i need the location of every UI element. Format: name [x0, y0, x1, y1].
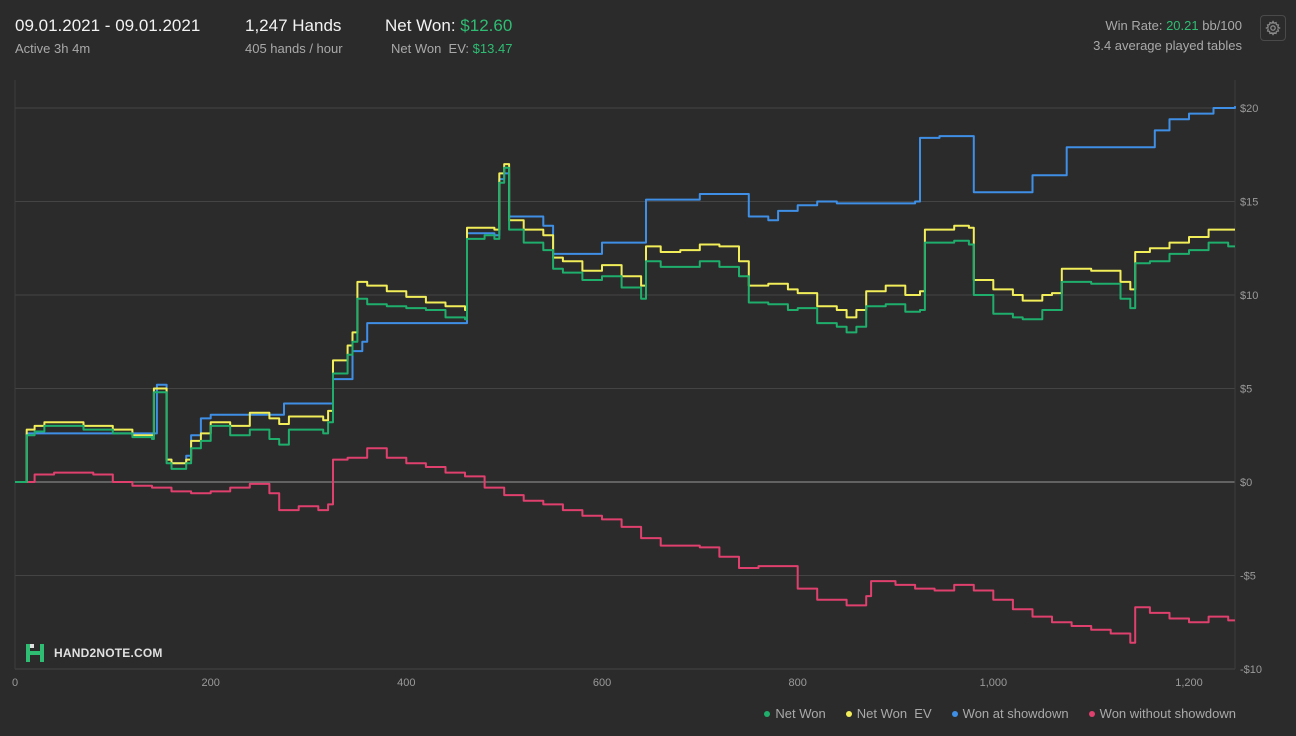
y-tick-label: $10 — [1240, 290, 1258, 302]
legend-dot-net-won — [764, 710, 771, 717]
x-tick-label: 1,200 — [1175, 677, 1203, 689]
x-tick-label: 400 — [397, 677, 415, 689]
net-won-block: Net Won: $12.60 Net Won EV: $13.47 — [385, 16, 512, 56]
h2n-logo-icon — [26, 644, 44, 662]
legend: Net Won Net Won EV Won at showdown Won w… — [764, 706, 1236, 721]
logo: HAND2NOTE.COM — [24, 642, 163, 664]
series-line-net-won-ev — [15, 163, 1235, 483]
y-tick-label: -$5 — [1240, 571, 1256, 583]
date-block: 09.01.2021 - 09.01.2021 Active 3h 4m — [15, 16, 200, 56]
net-won-ev: Net Won EV: $13.47 — [385, 41, 512, 56]
profit-chart: $20 $15 $10 $5 $0 -$5 -$10 0 200 400 600 800 1,000 1… — [12, 80, 1262, 689]
legend-item-showdown[interactable]: Won at showdown — [951, 706, 1069, 721]
net-won-value: $12.60 — [460, 16, 513, 35]
x-tick-label: 800 — [788, 677, 806, 689]
legend-item-net-won-ev[interactable]: Net Won EV — [845, 706, 932, 721]
active-time: Active 3h 4m — [15, 41, 91, 56]
legend-dot-non-showdown — [1088, 710, 1095, 717]
header: 09.01.2021 - 09.01.2021 Active 3h 4m 1,2… — [0, 0, 1296, 80]
grid — [14, 80, 1236, 670]
win-rate-label: Win Rate: — [1105, 18, 1163, 33]
gear-icon — [1265, 20, 1281, 36]
win-rate-block: Win Rate: 20.21 bb/100 3.4 average playe… — [1093, 16, 1242, 56]
hands-block: 1,247 Hands 405 hands / hour — [245, 16, 343, 56]
logo-text: HAND2NOTE.COM — [54, 646, 163, 660]
settings-button[interactable] — [1260, 15, 1286, 41]
net-won: Net Won: $12.60 — [385, 16, 512, 36]
series-lines — [15, 106, 1236, 644]
win-rate-unit: bb/100 — [1202, 18, 1242, 33]
y-tick-label: -$10 — [1240, 664, 1262, 676]
net-won-ev-label: Net Won EV: — [391, 41, 470, 56]
win-rate-value: 20.21 — [1166, 18, 1199, 33]
hands-per-hour: 405 hands / hour — [245, 41, 343, 56]
series-line-non-showdown — [15, 447, 1235, 644]
y-axis-labels: $20 $15 $10 $5 $0 -$5 -$10 — [1240, 103, 1262, 676]
legend-label-showdown: Won at showdown — [962, 706, 1069, 721]
x-tick-label: 600 — [593, 677, 611, 689]
x-tick-label: 1,000 — [980, 677, 1008, 689]
series-line-showdown — [15, 106, 1236, 483]
net-won-ev-value: $13.47 — [472, 41, 513, 56]
legend-item-non-showdown[interactable]: Won without showdown — [1088, 706, 1236, 721]
y-tick-label: $0 — [1240, 477, 1252, 489]
y-tick-label: $15 — [1240, 197, 1258, 209]
date-range: 09.01.2021 - 09.01.2021 — [15, 16, 201, 35]
legend-dot-net-won-ev — [845, 710, 852, 717]
y-tick-label: $5 — [1240, 384, 1252, 396]
avg-tables: 3.4 average played tables — [1093, 38, 1242, 53]
hands-count: 1,247 Hands — [245, 16, 342, 35]
series-line-net-won — [15, 166, 1235, 483]
legend-label-net-won-ev: Net Won EV — [856, 706, 932, 721]
x-tick-label: 0 — [12, 677, 18, 689]
y-tick-label: $20 — [1240, 103, 1258, 115]
net-won-label: Net Won: — [385, 16, 456, 35]
x-axis-labels: 0 200 400 600 800 1,000 1,200 — [12, 677, 1203, 689]
x-tick-label: 200 — [201, 677, 219, 689]
legend-label-non-showdown: Won without showdown — [1099, 706, 1236, 721]
legend-label-net-won: Net Won — [775, 706, 826, 721]
win-rate: Win Rate: 20.21 bb/100 — [1093, 16, 1242, 36]
legend-dot-showdown — [951, 710, 958, 717]
legend-item-net-won[interactable]: Net Won — [764, 706, 826, 721]
